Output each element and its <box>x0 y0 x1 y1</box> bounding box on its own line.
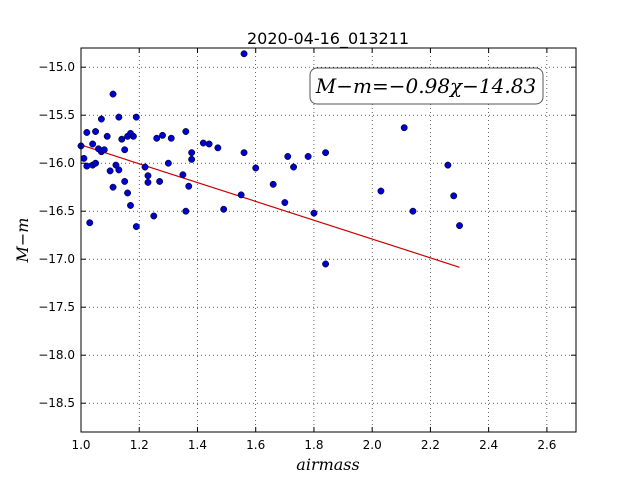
data-point <box>121 146 129 154</box>
data-point <box>80 154 88 162</box>
data-point <box>132 223 140 231</box>
data-point <box>118 135 126 143</box>
data-point <box>182 128 190 135</box>
data-point <box>115 166 123 174</box>
data-point <box>205 140 213 148</box>
y-axis-label: M−m <box>13 218 32 264</box>
axis-ticks: 1.0 1.2 1.4 1.6 1.8 2.0 2.2 2.4 2.6 −15.0 −15.5 −16… <box>38 48 576 452</box>
data-point <box>92 128 100 135</box>
x-axis-label: airmass <box>296 455 359 474</box>
data-point <box>164 159 172 167</box>
data-point <box>109 183 117 191</box>
data-point <box>115 113 123 121</box>
data-point <box>240 149 248 157</box>
data-point <box>83 129 91 136</box>
x-tick-label: 1.4 <box>188 438 207 452</box>
x-tick-label: 1.2 <box>130 438 149 452</box>
data-point <box>185 182 193 190</box>
data-point <box>444 161 452 169</box>
data-point <box>182 207 190 215</box>
data-point <box>129 132 137 140</box>
data-point <box>237 191 245 199</box>
data-point <box>127 201 134 209</box>
data-point <box>153 134 161 142</box>
data-point <box>188 149 196 157</box>
data-point <box>86 219 94 227</box>
x-tick-label: 2.2 <box>421 438 440 452</box>
data-point <box>377 187 385 195</box>
data-point <box>214 144 222 152</box>
data-point <box>144 172 152 180</box>
data-point <box>450 192 458 200</box>
data-point <box>124 189 132 197</box>
data-points <box>77 50 463 268</box>
x-tick-label: 2.6 <box>537 438 556 452</box>
data-point <box>456 222 463 230</box>
data-point <box>322 149 330 157</box>
data-point <box>167 134 175 142</box>
chart-title: 2020-04-16_013211 <box>247 29 409 49</box>
data-point <box>220 205 228 213</box>
x-tick-label: 1.6 <box>246 438 265 452</box>
data-point <box>400 124 408 132</box>
fit-annotation: M−m=−0.98χ−14.83 <box>309 67 544 105</box>
data-point <box>269 180 277 188</box>
data-point <box>141 163 149 171</box>
data-point <box>409 207 417 215</box>
fit-equation: M−m=−0.98χ−14.83 <box>315 74 536 98</box>
data-point <box>179 171 187 179</box>
y-tick-label: −18.5 <box>38 396 75 410</box>
data-point <box>144 178 152 186</box>
y-tick-label: −18.0 <box>38 348 75 362</box>
data-point <box>150 212 158 220</box>
data-point <box>188 155 196 163</box>
data-point <box>89 140 97 148</box>
y-tick-label: −17.0 <box>38 252 75 266</box>
data-point <box>281 199 289 207</box>
data-point <box>103 132 111 140</box>
y-tick-label: −15.5 <box>38 108 75 122</box>
y-tick-label: −15.0 <box>38 60 75 74</box>
x-tick-label: 1.0 <box>71 438 90 452</box>
data-point <box>284 153 292 160</box>
x-tick-label: 2.4 <box>479 438 498 452</box>
data-point <box>290 163 298 171</box>
data-point <box>199 139 207 147</box>
data-point <box>92 159 100 167</box>
data-point <box>109 90 117 98</box>
x-tick-label: 1.8 <box>304 438 323 452</box>
y-tick-label: −16.0 <box>38 156 75 170</box>
data-point <box>159 131 166 139</box>
y-tick-label: −17.5 <box>38 300 75 314</box>
data-point <box>132 113 140 121</box>
data-point <box>156 177 164 185</box>
grid <box>80 48 576 432</box>
data-point <box>322 260 330 268</box>
data-point <box>83 162 91 170</box>
data-point <box>240 50 248 58</box>
data-point <box>121 177 129 185</box>
data-point <box>252 164 260 172</box>
data-point <box>310 209 318 217</box>
x-tick-label: 2.0 <box>363 438 382 452</box>
y-tick-label: −16.5 <box>38 204 75 218</box>
data-point <box>97 115 105 123</box>
data-point <box>304 153 312 160</box>
plot-frame <box>80 47 577 433</box>
annotation-box <box>309 67 544 105</box>
data-point <box>106 167 114 175</box>
data-point <box>100 146 108 154</box>
